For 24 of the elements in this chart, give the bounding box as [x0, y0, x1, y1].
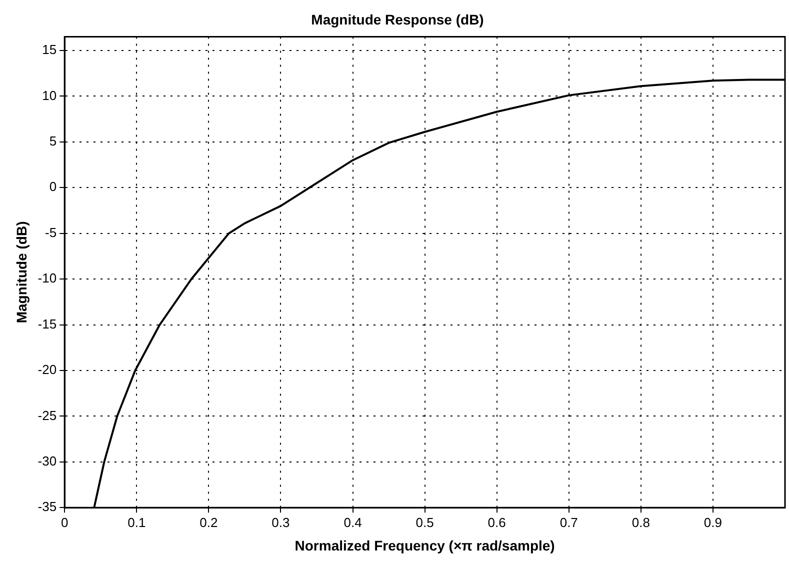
x-tick-label: 0.2: [200, 514, 218, 530]
x-tick-label: 0.5: [416, 514, 434, 530]
y-tick-label: -20: [38, 362, 57, 378]
x-tick-label: 0.9: [704, 514, 722, 530]
y-tick-label: -15: [38, 316, 57, 332]
y-tick-label: 15: [42, 42, 57, 58]
x-tick-label: 0.6: [488, 514, 506, 530]
y-axis-title: Magnitude (dB): [13, 221, 30, 324]
x-tick-label: 0.4: [344, 514, 362, 530]
y-tick-label: 10: [42, 88, 57, 103]
x-tick-label: 0.3: [272, 514, 290, 530]
y-tick-label: -10: [38, 270, 57, 286]
x-tick-label: 0.8: [632, 514, 650, 530]
y-tick-label: -35: [38, 499, 57, 514]
x-axis-title: Normalized Frequency (×π rad/sample): [294, 537, 555, 554]
x-tick-label: 0: [60, 514, 68, 530]
y-tick-label: 0: [49, 179, 57, 194]
y-tick-label: -5: [45, 224, 57, 240]
y-tick-label: -30: [38, 453, 57, 468]
x-tick-label: 0.7: [560, 514, 578, 530]
y-tick-label: -25: [38, 408, 57, 423]
x-tick-label: 0.1: [128, 514, 146, 530]
y-tick-label: 5: [49, 134, 57, 149]
chart-title: Magnitude Response (dB): [311, 11, 484, 28]
